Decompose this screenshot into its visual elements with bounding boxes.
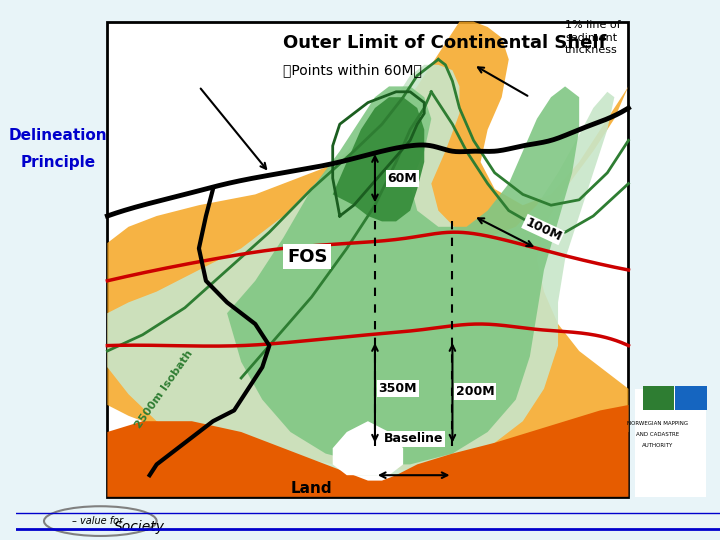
Polygon shape xyxy=(107,22,629,470)
Text: Land: Land xyxy=(291,481,333,496)
Text: （Points within 60M）: （Points within 60M） xyxy=(284,63,423,77)
FancyBboxPatch shape xyxy=(107,22,629,497)
Text: 350M: 350M xyxy=(379,382,417,395)
Polygon shape xyxy=(107,405,629,497)
Text: AUTHORITY: AUTHORITY xyxy=(642,443,674,448)
Polygon shape xyxy=(227,86,579,464)
Text: AND CADASTRE: AND CADASTRE xyxy=(636,432,680,437)
Text: NORWEGIAN MAPPING: NORWEGIAN MAPPING xyxy=(627,421,688,426)
Bar xyxy=(675,386,706,410)
Text: 1% line of
sediment
thickness: 1% line of sediment thickness xyxy=(565,21,621,55)
Text: – value for: – value for xyxy=(72,516,123,526)
FancyBboxPatch shape xyxy=(636,389,706,497)
Text: Delineation: Delineation xyxy=(9,127,107,143)
Text: 100M: 100M xyxy=(523,215,563,244)
Text: 60M: 60M xyxy=(387,172,418,185)
Bar xyxy=(642,386,674,410)
Polygon shape xyxy=(333,97,424,221)
Text: 2500m Isobath: 2500m Isobath xyxy=(133,348,194,430)
Text: Society: Society xyxy=(114,519,166,534)
Text: Principle: Principle xyxy=(21,154,96,170)
Text: Baseline: Baseline xyxy=(384,433,444,446)
Text: Outer Limit of Continental Shelf: Outer Limit of Continental Shelf xyxy=(284,34,607,52)
Text: FOS: FOS xyxy=(287,247,328,266)
Polygon shape xyxy=(333,421,403,475)
Polygon shape xyxy=(107,65,614,475)
Text: 200M: 200M xyxy=(456,385,495,398)
